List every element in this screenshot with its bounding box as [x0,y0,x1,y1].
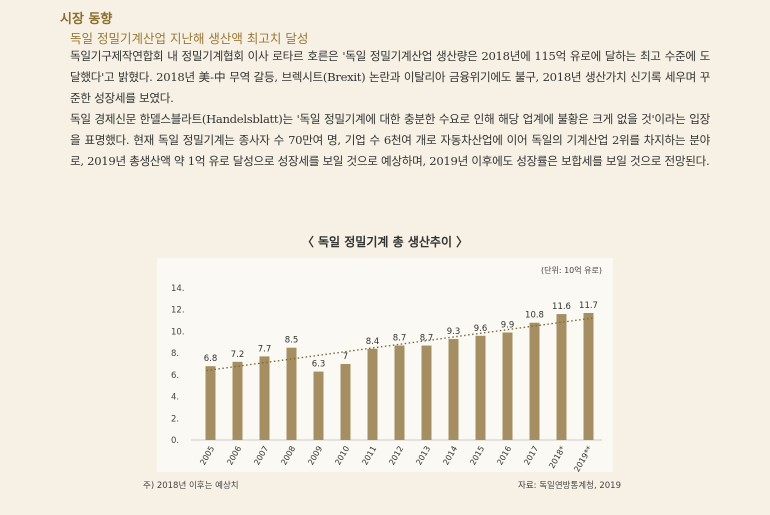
bar-value-label: 8.7 [420,334,434,344]
x-tick-label: 2013 [414,445,432,467]
x-tick-label: 2015 [468,445,486,467]
bar-value-label: 11.6 [552,302,571,312]
y-tick-label: 8. [171,349,179,359]
bar [448,339,459,440]
x-tick-label: 2011 [360,445,378,467]
bar [529,322,540,440]
x-tick-label: 2017 [522,445,540,467]
x-tick-label: 2010 [333,445,351,467]
bar [340,364,351,440]
bar-value-label: 7.7 [258,344,272,354]
source-note: 자료: 독일연방통계청, 2019 [518,481,621,491]
x-tick-label: 2012 [387,445,405,467]
bar-value-label: 6.3 [312,360,326,370]
bar-value-label: 9.6 [474,324,488,334]
x-tick-label: 2014 [441,445,459,467]
bar [394,345,405,440]
bar-value-label: 9.3 [447,327,461,337]
bar [502,332,513,440]
bar-chart: (단위: 10억 유로) 0. 2. 4. 6. 8. 10. 12. 14. 6.8 2005 7.… [171,265,602,474]
unit-label: (단위: 10억 유로) [541,265,602,275]
y-tick-label: 2. [171,414,179,424]
bar-value-label: 6.8 [204,354,218,364]
y-tick-label: 4. [171,393,179,403]
bar-value-label: 8.4 [366,337,380,347]
bar-value-label: 8.7 [393,334,407,344]
bar-value-label: 10.8 [525,311,544,321]
trend-line [206,317,593,372]
bar [421,345,432,440]
bar [556,314,567,440]
chart-panel: (단위: 10억 유로) 0. 2. 4. 6. 8. 10. 12. 14. 6.8 2005 7.… [157,258,613,474]
bar [367,348,378,440]
x-tick-label: 2005 [198,445,216,467]
paragraph-2: 독일 경제신문 한델스블라트(Handelsblatt)는 '독일 정밀기계에 … [70,112,710,168]
bar-value-label: 11.7 [579,301,598,311]
bar [583,312,594,440]
chart-title: 〈 독일 정밀기계 총 생산추이 〉 [301,235,469,249]
bar [313,371,324,440]
article-subheading: 독일 정밀기계산업 지난해 생산액 최고치 달성 [70,31,309,46]
y-tick-label: 12. [171,306,185,316]
footnote: 주) 2018년 이후는 예상치 [143,481,239,491]
y-tick-label: 0. [171,436,179,446]
bar-value-label: 8.5 [285,336,299,346]
paragraph-1: 독일기구제작연합회 내 정밀기계협회 이사 로타르 호른은 '독일 정밀기계산업… [70,49,710,105]
bar [286,347,297,440]
bar [232,361,243,440]
x-tick-label: 2016 [495,445,513,467]
x-tick-label: 2006 [225,445,243,467]
bar [259,356,270,440]
y-tick-label: 6. [171,371,179,381]
x-tick-label: 2009 [306,445,324,467]
bar [205,366,216,440]
bar-value-label: 7 [343,352,348,362]
y-tick-label: 14. [171,284,185,294]
bar-value-label: 9.9 [501,321,515,331]
x-tick-label: 2019** [572,445,594,473]
x-tick-label: 2007 [252,445,270,467]
x-tick-label: 2018* [547,445,567,471]
y-tick-label: 10. [171,327,185,337]
article-body: 독일기구제작연합회 내 정밀기계협회 이사 로타르 호른은 '독일 정밀기계산업… [70,46,710,172]
section-title: 시장 동향 [60,12,113,27]
x-tick-label: 2008 [279,445,297,467]
bar-value-label: 7.2 [231,350,245,360]
bar [475,335,486,440]
